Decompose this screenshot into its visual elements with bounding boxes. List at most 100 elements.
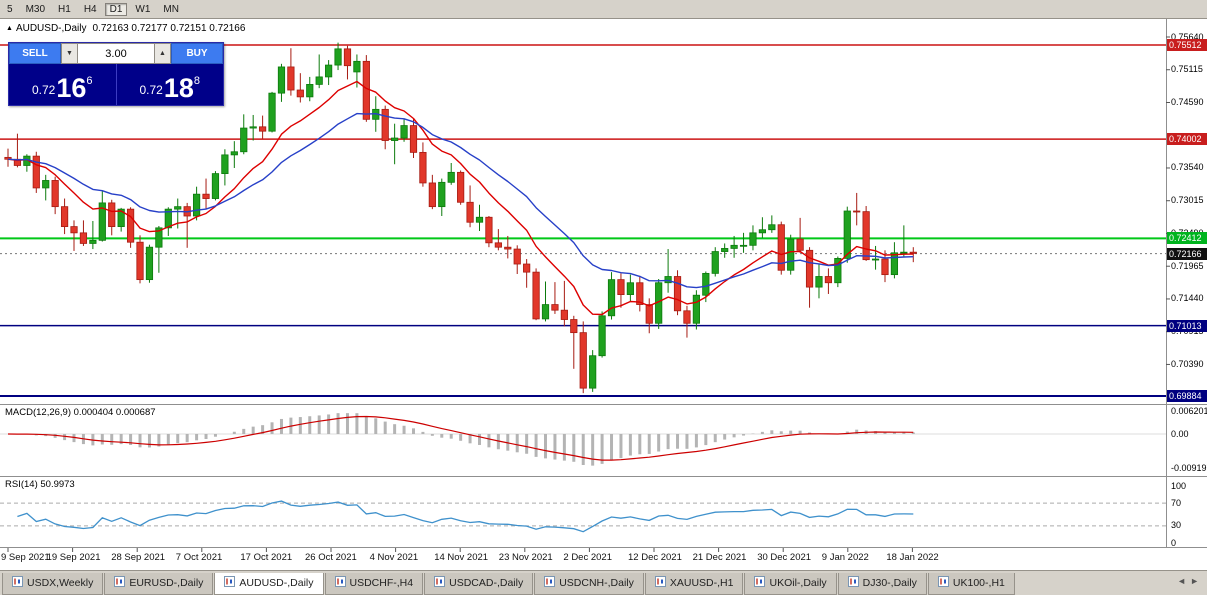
buy-price-pips: 18 — [163, 73, 194, 103]
symbol-marker-icon: ▲ — [6, 25, 13, 32]
date-axis-label: 23 Nov 2021 — [498, 552, 553, 563]
chart-tab-dj30-[interactable]: DJ30-,Daily — [837, 573, 927, 595]
chart-tab-label: USDCAD-,Daily — [449, 577, 524, 589]
price-axis-label: 0.70390 — [1171, 358, 1204, 369]
volume-down-icon: ▼ — [66, 50, 73, 57]
timeframe-button-h1[interactable]: H1 — [58, 3, 71, 15]
timeframe-button-m30[interactable]: M30 — [25, 3, 46, 15]
price-axis-label: 0.74590 — [1171, 96, 1204, 107]
date-axis-label: 21 Dec 2021 — [692, 552, 747, 563]
chart-tab-usdcad-[interactable]: USDCAD-,Daily — [424, 573, 534, 595]
tab-scroll-left-icon[interactable]: ◄ — [1177, 576, 1187, 586]
date-axis-label: 4 Nov 2021 — [369, 552, 419, 563]
price-axis-label: 0.75640 — [1171, 31, 1204, 42]
price-line-badge: 0.74002 — [1167, 133, 1207, 146]
date-axis-label: 26 Oct 2021 — [305, 552, 357, 563]
price-axis-label: 0.73015 — [1171, 195, 1204, 206]
date-axis-label: 14 Nov 2021 — [434, 552, 489, 563]
chart-tab-usdx[interactable]: USDX,Weekly — [2, 573, 104, 595]
price-axis-label: 0.73540 — [1171, 162, 1204, 173]
price-axis-label: 0.75115 — [1171, 64, 1203, 75]
price-line-badge: 0.75512 — [1167, 38, 1207, 51]
chart-tab-icon — [937, 576, 949, 590]
chart-tab-icon — [847, 576, 859, 590]
sell-price-pips: 16 — [56, 73, 87, 103]
rsi-value: 50.9973 — [40, 479, 75, 490]
chart-tab-icon — [434, 576, 446, 590]
chart-tab-icon — [334, 576, 346, 590]
macd-axis-label: 0.006201 — [1171, 405, 1207, 416]
chart-tab-usdcnh-[interactable]: USDCNH-,Daily — [534, 573, 644, 595]
chart-tab-label: UK100-,H1 — [952, 577, 1005, 589]
timeframe-button-mn[interactable]: MN — [163, 3, 179, 15]
chart-tab-label: USDCNH-,Daily — [559, 577, 634, 589]
chart-tab-icon — [224, 576, 236, 590]
chart-tab-label: USDCHF-,H4 — [349, 577, 414, 589]
date-axis-label: 9 Jan 2022 — [821, 552, 869, 563]
chart-tab-icon — [754, 576, 766, 590]
sell-price-point: 6 — [86, 75, 93, 87]
volume-up-button[interactable]: ▲ — [154, 43, 171, 64]
buy-price-prefix: 0.72 — [139, 83, 163, 97]
date-axis-label: 28 Sep 2021 — [111, 552, 166, 563]
date-axis-label: 12 Dec 2021 — [628, 552, 682, 563]
price-line-badge: 0.71013 — [1167, 319, 1207, 332]
chart-tab-label: UKOil-,Daily — [769, 577, 827, 589]
timeframe-button-5[interactable]: 5 — [7, 3, 13, 15]
volume-down-button[interactable]: ▼ — [61, 43, 78, 64]
rsi-axis-label: 0 — [1171, 537, 1177, 548]
macd-axis-label: -0.009197 — [1171, 462, 1207, 473]
rsi-axis-label: 70 — [1171, 497, 1182, 508]
price-line-badge: 0.72412 — [1167, 232, 1207, 245]
date-axis-label: 30 Dec 2021 — [757, 552, 812, 563]
price-line-badge: 0.72166 — [1167, 247, 1207, 260]
chart-tab-icon — [12, 576, 23, 590]
sell-price-display[interactable]: 0.72 16 6 — [9, 64, 117, 105]
date-axis-label: 9 Sep 2021 — [1, 552, 50, 563]
rsi-indicator-label: RSI(14) 50.9973 — [5, 479, 75, 490]
tab-scroll-right-icon[interactable]: ► — [1190, 576, 1199, 586]
rsi-axis-label: 100 — [1171, 480, 1187, 491]
chart-tab-label: AUDUSD-,Daily — [239, 577, 314, 589]
macd-values: 0.000404 0.000687 — [73, 407, 156, 418]
timeframe-button-d1[interactable]: D1 — [104, 2, 128, 16]
volume-input[interactable]: 3.00 — [78, 43, 154, 64]
chart-tab-uk100-[interactable]: UK100-,H1 — [927, 573, 1015, 595]
buy-button[interactable]: BUY — [171, 43, 223, 64]
timeframe-button-w1[interactable]: W1 — [135, 3, 151, 15]
chart-tab-icon — [114, 576, 126, 590]
chart-tab-label: DJ30-,Daily — [862, 577, 917, 589]
sell-button[interactable]: SELL — [9, 43, 61, 64]
chart-tab-icon — [654, 576, 666, 590]
chart-tab-icon — [544, 576, 556, 590]
macd-indicator-label: MACD(12,26,9) 0.000404 0.000687 — [5, 407, 156, 418]
volume-value: 3.00 — [105, 47, 127, 60]
timeframe-toolbar: 5 M30 H1 H4 D1 W1 MN — [0, 0, 1207, 19]
timeframe-button-h4[interactable]: H4 — [83, 3, 97, 15]
chart-title: ▲ AUDUSD-,Daily 0.72163 0.72177 0.72151 0.… — [6, 23, 245, 34]
chart-tab-eurusd-[interactable]: EURUSD-,Daily — [104, 573, 214, 595]
buy-price-point: 8 — [193, 75, 201, 87]
chart-tab-label: XAUUSD-,H1 — [669, 577, 734, 589]
rsi-axis-label: 30 — [1171, 520, 1182, 531]
buy-price-display[interactable]: 0.72 18 8 — [117, 64, 224, 105]
date-axis-label: 17 Oct 2021 — [240, 552, 293, 563]
chart-tab-xauusd-[interactable]: XAUUSD-,H1 — [644, 573, 744, 595]
price-axis-label: 0.71965 — [1171, 260, 1204, 271]
chart-tab-usdchf-[interactable]: USDCHF-,H4 — [324, 573, 424, 595]
chart-tab-label: USDX,Weekly — [27, 577, 94, 589]
chart-tab-ukoil-[interactable]: UKOil-,Daily — [744, 573, 837, 595]
volume-up-icon: ▲ — [159, 50, 166, 57]
chart-tabs-bar: USDX,Weekly EURUSD-,Daily AUDUSD-,Daily USD… — [0, 570, 1207, 595]
price-line-badge: 0.69884 — [1167, 390, 1207, 402]
chart-ohlc-values: 0.72163 0.72177 0.72151 0.72166 — [92, 23, 246, 34]
chart-tab-label: EURUSD-,Daily — [129, 577, 204, 589]
date-axis-label: 7 Oct 2021 — [175, 552, 223, 563]
price-axis-label: 0.71440 — [1171, 293, 1204, 304]
sell-price-prefix: 0.72 — [31, 83, 56, 97]
tab-scroll-buttons: ◄ ► — [1177, 573, 1205, 586]
date-axis-label: 2 Dec 2021 — [563, 552, 612, 563]
chart-tab-audusd-[interactable]: AUDUSD-,Daily — [214, 573, 324, 595]
